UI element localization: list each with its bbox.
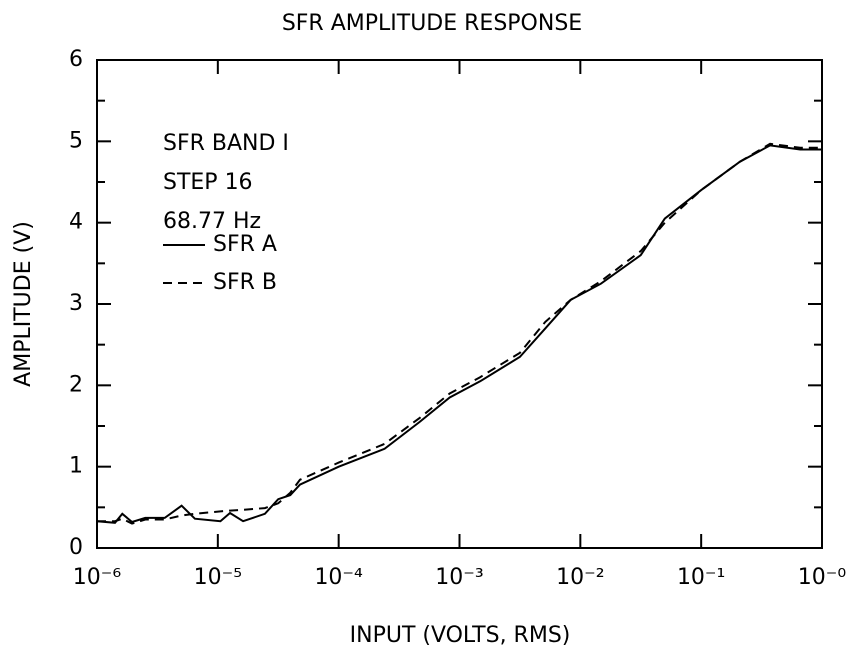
- y-tick-label: 4: [69, 210, 83, 235]
- annotation: SFR BAND I: [163, 131, 289, 156]
- y-tick-label: 2: [69, 372, 83, 397]
- x-tick-label: 10⁻⁴: [314, 565, 363, 590]
- y-tick-label: 0: [69, 535, 83, 560]
- x-tick-label: 10⁻¹: [677, 565, 725, 590]
- y-axis-label: AMPLITUDE (V): [11, 221, 36, 387]
- legend-label: SFR B: [213, 270, 277, 295]
- annotation: 68.77 Hz: [163, 209, 261, 234]
- x-tick-label: 10⁻³: [435, 565, 483, 590]
- series-line: [97, 142, 822, 525]
- series-line: [96, 144, 822, 524]
- x-tick-label: 10⁻⁶: [73, 565, 122, 590]
- y-tick-label: 1: [69, 454, 83, 479]
- y-tick-label: 3: [69, 291, 83, 316]
- annotation: STEP 16: [163, 170, 253, 195]
- legend-label: SFR A: [213, 232, 277, 257]
- x-tick-label: 10⁻⁰: [798, 565, 847, 590]
- chart-title: SFR AMPLITUDE RESPONSE: [282, 11, 582, 36]
- x-tick-label: 10⁻²: [556, 565, 604, 590]
- x-axis-label: INPUT (VOLTS, RMS): [350, 623, 571, 648]
- y-tick-label: 5: [69, 128, 83, 153]
- x-tick-label: 10⁻⁵: [194, 565, 242, 590]
- y-tick-label: 6: [69, 47, 83, 72]
